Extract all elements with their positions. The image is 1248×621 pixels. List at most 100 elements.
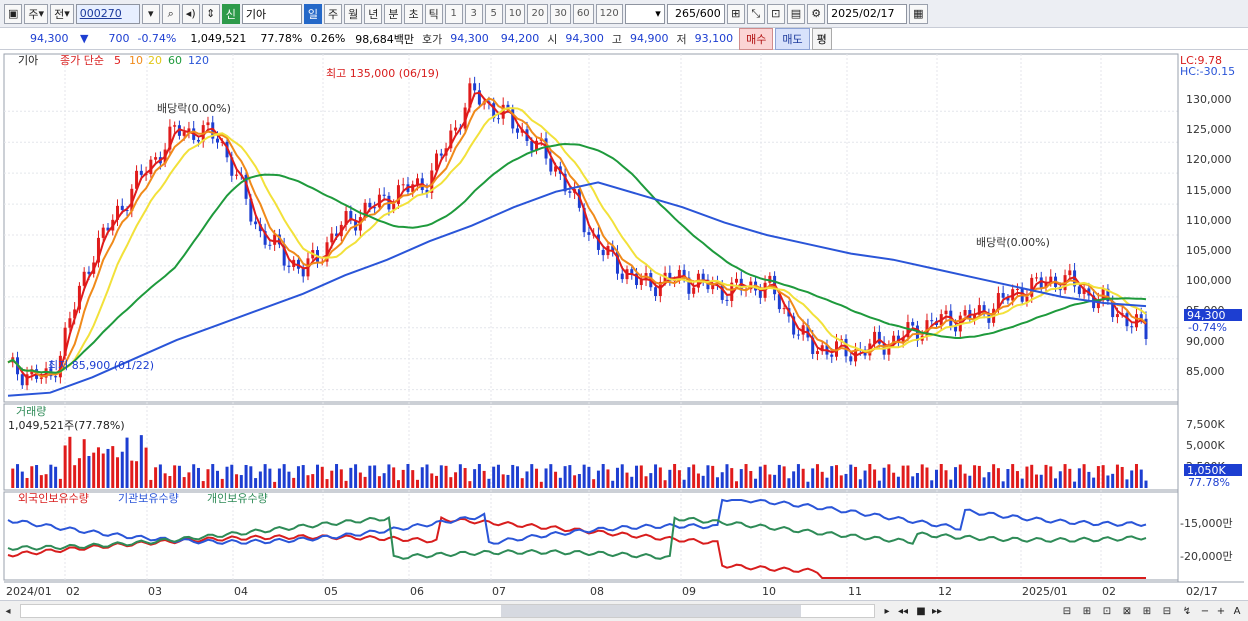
interval-3[interactable]: 3 xyxy=(464,3,483,24)
speaker-icon[interactable]: ◂) xyxy=(181,3,200,24)
volume-bar xyxy=(1001,481,1005,488)
stock-name-field[interactable]: 기아 xyxy=(241,3,302,24)
layout-6-icon[interactable]: ⊟ xyxy=(1162,606,1172,617)
interval-1[interactable]: 1 xyxy=(444,3,463,24)
volume-bar xyxy=(811,468,815,488)
volume-bar xyxy=(320,466,324,488)
save-icon[interactable]: ▤ xyxy=(786,3,806,24)
layout-2-icon[interactable]: ⊞ xyxy=(1082,606,1092,617)
trade-value: 98,684백만 xyxy=(355,32,415,46)
volume-bar xyxy=(54,466,58,488)
period-month[interactable]: 월 xyxy=(344,3,363,24)
price-candle xyxy=(415,178,419,185)
scroll-thumb[interactable] xyxy=(501,605,801,617)
volume-bar xyxy=(415,479,419,488)
volume-bar xyxy=(368,465,372,488)
volume-bar xyxy=(235,474,239,488)
volume-bar xyxy=(349,467,353,488)
count-input[interactable]: 265/600 xyxy=(666,3,725,24)
volume-bar xyxy=(754,478,758,488)
date-input[interactable]: 2025/02/17 xyxy=(827,3,908,24)
type-select[interactable]: 주 ▾ xyxy=(24,3,49,24)
chart-settings-icon[interactable]: ⊞ xyxy=(726,3,745,24)
price-candle xyxy=(615,251,619,274)
buy-button[interactable]: 매수 xyxy=(739,27,774,50)
volume-ratio: 77.78% xyxy=(260,32,303,45)
period-year[interactable]: 년 xyxy=(364,3,383,24)
volume-bar xyxy=(563,466,567,488)
layout-3-icon[interactable]: ⊡ xyxy=(1102,606,1112,617)
interval-custom-input[interactable]: ▾ xyxy=(624,3,665,24)
avg-button[interactable]: 평 xyxy=(811,27,832,50)
current-price: 94,300 ▼ xyxy=(0,32,96,45)
price-candle xyxy=(977,305,981,315)
layout-4-icon[interactable]: ⊠ xyxy=(1122,606,1132,617)
zoom-out-icon[interactable]: − xyxy=(1200,606,1210,617)
code-dropdown-icon[interactable]: ▾ xyxy=(141,3,160,24)
volume-current-tag-text: 1,050K xyxy=(1187,464,1226,477)
period-minute[interactable]: 분 xyxy=(384,3,403,24)
calendar-icon[interactable]: ▦ xyxy=(909,3,928,24)
price-candle xyxy=(1006,297,1010,301)
price-candle xyxy=(654,287,658,297)
volume-bar xyxy=(77,458,81,488)
scroll-left-icon[interactable]: ◂ xyxy=(5,605,11,617)
period-second[interactable]: 초 xyxy=(404,3,423,24)
volume-bar xyxy=(792,471,796,488)
rewind-icon[interactable]: ◂◂ xyxy=(897,606,909,617)
period-week[interactable]: 주 xyxy=(323,3,343,24)
volume-bar xyxy=(711,465,715,488)
period-tick[interactable]: 틱 xyxy=(424,3,443,24)
interval-10[interactable]: 10 xyxy=(504,3,526,24)
period-day[interactable]: 일 xyxy=(303,3,322,24)
interval-60[interactable]: 60 xyxy=(572,3,594,24)
price-candle xyxy=(135,170,139,189)
price-candle xyxy=(20,374,24,386)
volume-bar xyxy=(525,471,529,488)
holdings-line-1 xyxy=(7,498,1147,545)
fast-forward-icon[interactable]: ▸▸ xyxy=(931,606,943,617)
layout-5-icon[interactable]: ⊞ xyxy=(1142,606,1152,617)
play-icon[interactable]: ▸ xyxy=(884,606,890,617)
stop-icon[interactable]: ■ xyxy=(916,606,926,617)
chart-tool-icon[interactable]: ↯ xyxy=(1182,606,1192,617)
ask-price: 94,300 xyxy=(450,32,489,45)
volume-bar xyxy=(116,457,120,488)
volume-bar xyxy=(106,448,110,488)
nav-arrows-icon[interactable]: ⇕ xyxy=(201,3,220,24)
prev-label: 전 xyxy=(54,7,65,21)
sell-button[interactable]: 매도 xyxy=(775,27,810,50)
volume-bar xyxy=(87,456,91,488)
volume-current: 1,049,521주(77.78%) xyxy=(8,419,125,432)
layout-1-icon[interactable]: ⊟ xyxy=(1062,606,1072,617)
scroll-track[interactable] xyxy=(20,604,875,618)
volume-bar xyxy=(668,469,672,488)
chart-scrollbar[interactable]: ◂ ▸ ◂◂ ■ ▸▸ ⊟ ⊞ ⊡ ⊠ ⊞ ⊟ ↯ − + A xyxy=(0,600,1248,621)
interval-30[interactable]: 30 xyxy=(550,3,571,24)
volume-bar xyxy=(1044,464,1048,488)
interval-20[interactable]: 20 xyxy=(527,3,549,24)
interval-120[interactable]: 120 xyxy=(595,3,623,24)
volume-bar xyxy=(530,464,534,488)
line-tool-icon[interactable]: ⤡ xyxy=(746,3,765,24)
zoom-in-icon[interactable]: + xyxy=(1216,606,1226,617)
ma-20-label: 20 xyxy=(148,54,162,67)
volume-bar xyxy=(701,475,705,488)
high-label: 고 xyxy=(611,32,623,46)
prev-button[interactable]: 전 ▾ xyxy=(50,3,74,24)
price-candle xyxy=(401,184,405,186)
stock-chart[interactable]: 기아 종가 단순 5 10 20 60 120 LC:9.78 HC:-30.1… xyxy=(0,50,1248,600)
volume-bar xyxy=(1077,468,1081,488)
price-candle xyxy=(282,244,286,266)
gear-icon[interactable]: ⚙ xyxy=(807,3,826,24)
volume-bar xyxy=(644,476,648,488)
search-icon[interactable]: ⌕ xyxy=(161,3,180,24)
interval-5[interactable]: 5 xyxy=(484,3,503,24)
zoom-icon[interactable]: ⊡ xyxy=(766,3,785,24)
stock-code-input[interactable]: 000270 xyxy=(75,3,140,24)
font-size-icon[interactable]: A xyxy=(1233,606,1241,617)
price-candle xyxy=(892,335,896,345)
price-candle xyxy=(896,335,900,342)
volume-bar xyxy=(44,474,48,488)
window-icon[interactable]: ▣ xyxy=(4,3,23,24)
